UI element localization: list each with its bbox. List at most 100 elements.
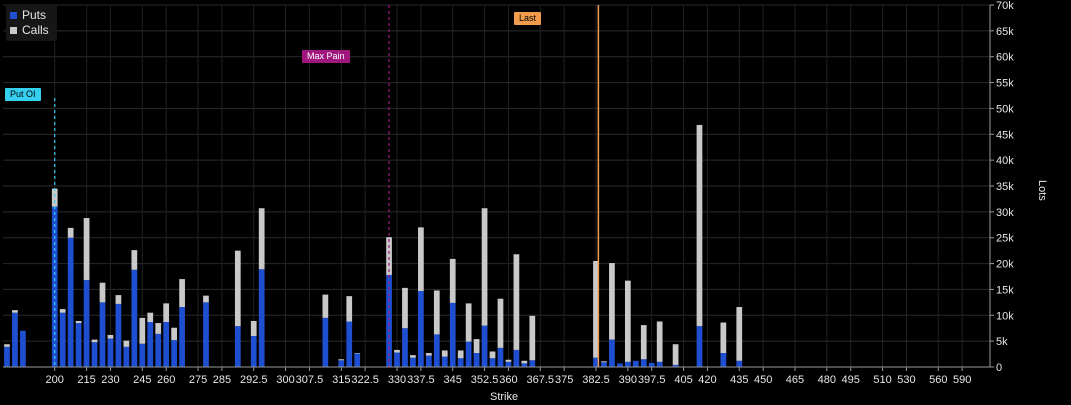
- bar-puts: [346, 321, 353, 367]
- bar-puts: [489, 358, 496, 367]
- bar-puts: [402, 328, 408, 367]
- marker-lines: [54, 5, 600, 367]
- x-tick-label: 285: [213, 374, 231, 386]
- bar-puts: [410, 357, 416, 367]
- x-tick-label: 330: [388, 374, 406, 386]
- grid-lines: [3, 4, 990, 368]
- bar-calls: [394, 349, 400, 353]
- y-tick-label: 35k: [996, 181, 1014, 193]
- bar-puts: [20, 330, 26, 367]
- bar-puts: [497, 347, 504, 367]
- x-axis-title: Strike: [490, 391, 519, 403]
- y-tick-label: 15k: [996, 284, 1014, 296]
- bar-puts: [617, 363, 623, 367]
- bar-calls: [656, 321, 663, 362]
- x-tick-label: 495: [842, 374, 860, 386]
- x-tick-label: 360: [499, 374, 517, 386]
- bar-calls: [354, 353, 361, 354]
- bar-calls: [258, 208, 265, 270]
- x-tick-label: 215: [77, 374, 95, 386]
- bar-calls: [601, 361, 607, 363]
- bar-calls: [473, 339, 480, 354]
- bar-calls: [147, 312, 154, 323]
- bar-calls: [609, 263, 615, 340]
- y-tick-label: 30k: [996, 207, 1014, 219]
- bar-puts: [163, 322, 170, 367]
- bar-calls: [338, 359, 345, 361]
- bar-puts: [433, 334, 440, 367]
- y-axis: 0 5k 10k 15k 20k 25k 30k 35k 40k 45k 50k 55k 60k 65k 7…: [989, 0, 1014, 374]
- bar-puts: [672, 364, 679, 367]
- bar-puts: [529, 360, 536, 367]
- bar-calls: [593, 260, 599, 358]
- bar-puts: [601, 362, 607, 367]
- bar-puts: [4, 346, 10, 367]
- y-tick-label: 45k: [996, 129, 1014, 141]
- x-tick-label: 315: [332, 374, 350, 386]
- bar-puts: [648, 362, 655, 367]
- bar-calls: [171, 327, 177, 341]
- y-tick-label: 25k: [996, 233, 1014, 245]
- x-tick-label: 345: [444, 374, 462, 386]
- bar-calls: [640, 325, 647, 360]
- legend-label-calls: Calls: [22, 23, 49, 37]
- bar-puts: [425, 355, 432, 367]
- bar-puts: [179, 307, 185, 367]
- bar-puts: [593, 357, 599, 367]
- bar-calls: [696, 124, 703, 327]
- bar-calls: [91, 339, 98, 343]
- y-tick-label: 70k: [996, 0, 1014, 12]
- bar-calls: [386, 237, 392, 275]
- bar-calls: [418, 227, 424, 291]
- x-tick-label: 245: [133, 374, 151, 386]
- x-tick-label: 322.5: [351, 374, 379, 386]
- bar-calls: [4, 344, 10, 347]
- bar-puts: [473, 353, 480, 367]
- bar-calls: [179, 279, 185, 308]
- bar-puts: [640, 359, 647, 367]
- legend-item-puts: Puts: [10, 8, 49, 23]
- x-tick-label: 292.5: [240, 374, 268, 386]
- bar-calls: [234, 250, 241, 327]
- x-tick-label: 420: [698, 374, 716, 386]
- bar-puts: [720, 353, 727, 367]
- bar-puts: [696, 326, 703, 367]
- x-tick-label: 390: [619, 374, 637, 386]
- bar-puts: [457, 358, 464, 367]
- bar-calls: [465, 303, 472, 342]
- bar-puts: [609, 339, 615, 367]
- bar-calls: [139, 317, 146, 344]
- bar-calls: [410, 355, 416, 358]
- x-tick-label: 260: [157, 374, 175, 386]
- x-tick-label: 560: [929, 374, 947, 386]
- bar-puts: [250, 335, 257, 367]
- bar-calls: [624, 280, 631, 362]
- bar-calls: [457, 350, 464, 359]
- bar-puts: [338, 360, 345, 367]
- bar-calls: [67, 227, 74, 238]
- y-tick-label: 50k: [996, 103, 1014, 115]
- legend-item-calls: Calls: [10, 23, 49, 38]
- x-tick-label: 300: [276, 374, 294, 386]
- max-pain-label: Max Pain: [302, 50, 350, 63]
- bar-puts: [155, 333, 162, 367]
- bar-puts: [258, 269, 265, 367]
- bar-puts: [418, 290, 424, 367]
- bar-puts: [203, 302, 209, 367]
- x-tick-label: 307.5: [296, 374, 324, 386]
- x-tick-label: 275: [189, 374, 207, 386]
- bar-calls: [155, 323, 162, 334]
- bar-puts: [624, 361, 631, 367]
- y-tick-label: 65k: [996, 26, 1014, 38]
- bar-puts: [632, 360, 639, 367]
- x-tick-label: 375: [555, 374, 573, 386]
- bar-puts: [465, 341, 472, 367]
- bar-calls: [720, 322, 727, 354]
- bar-puts: [656, 361, 663, 367]
- bar-puts: [83, 280, 90, 367]
- bar-calls: [449, 258, 456, 303]
- y-tick-label: 60k: [996, 52, 1014, 64]
- bar-calls: [99, 282, 106, 303]
- x-tick-label: 382.5: [582, 374, 610, 386]
